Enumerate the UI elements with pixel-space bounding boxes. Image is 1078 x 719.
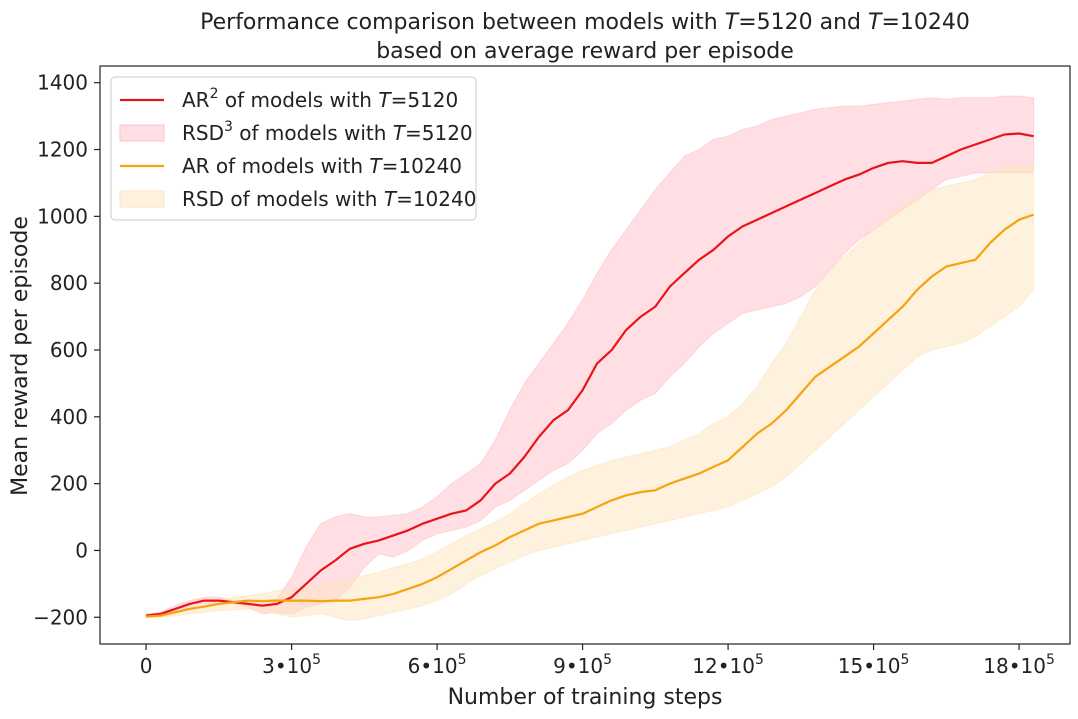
y-tick-label: 1200 (37, 138, 88, 162)
legend: AR2 of models with T=5120 RSD3 of models … (110, 76, 477, 221)
x-tick-label: 0 (140, 654, 153, 678)
y-tick-label: 1000 (37, 204, 88, 228)
plot-frame (99, 65, 1071, 645)
y-tick-label: −200 (33, 605, 88, 629)
chart-title-line1: Performance comparison between models wi… (200, 10, 970, 35)
rsd-band-series-2 (145, 165, 1035, 622)
y-tick-label: 600 (50, 338, 88, 362)
legend-entry-label: RSD of models with T=10240 (182, 187, 476, 211)
y-tick-label: 0 (75, 538, 88, 562)
x-tick-label: 12•105 (692, 652, 764, 678)
legend-band-swatch (119, 190, 165, 208)
y-tick-label: 400 (50, 405, 88, 429)
chart-title: Performance comparison between models wi… (200, 10, 970, 64)
legend-entry-label: AR of models with T=10240 (182, 154, 462, 178)
legend-entry-label: AR2 of models with T=5120 (182, 86, 458, 112)
x-tick-label: 18•105 (983, 652, 1055, 678)
plot-area: 0 3•105 6•105 9•105 12•105 15•105 18•105 −200 0 2… (33, 65, 1071, 678)
legend-band-swatch (119, 124, 165, 142)
legend-box (110, 76, 477, 221)
x-axis-title: Number of training steps (448, 685, 723, 710)
x-tick-label: 9•105 (553, 652, 612, 678)
y-axis-title: Mean reward per episode (8, 216, 33, 496)
y-tick-label: 800 (50, 271, 88, 295)
mean-line-series-1 (145, 132, 1034, 617)
y-tick-label: 1400 (37, 71, 88, 95)
x-tick-label: 15•105 (838, 652, 910, 678)
mean-line-series-2 (146, 213, 1034, 618)
chart-title-line2: based on average reward per episode (376, 39, 794, 64)
x-tick-label: 3•105 (262, 652, 321, 678)
legend-entry-label: RSD3 of models with T=5120 (182, 119, 473, 145)
y-tick-label: 200 (50, 472, 88, 496)
x-tick-label: 6•105 (408, 652, 467, 678)
